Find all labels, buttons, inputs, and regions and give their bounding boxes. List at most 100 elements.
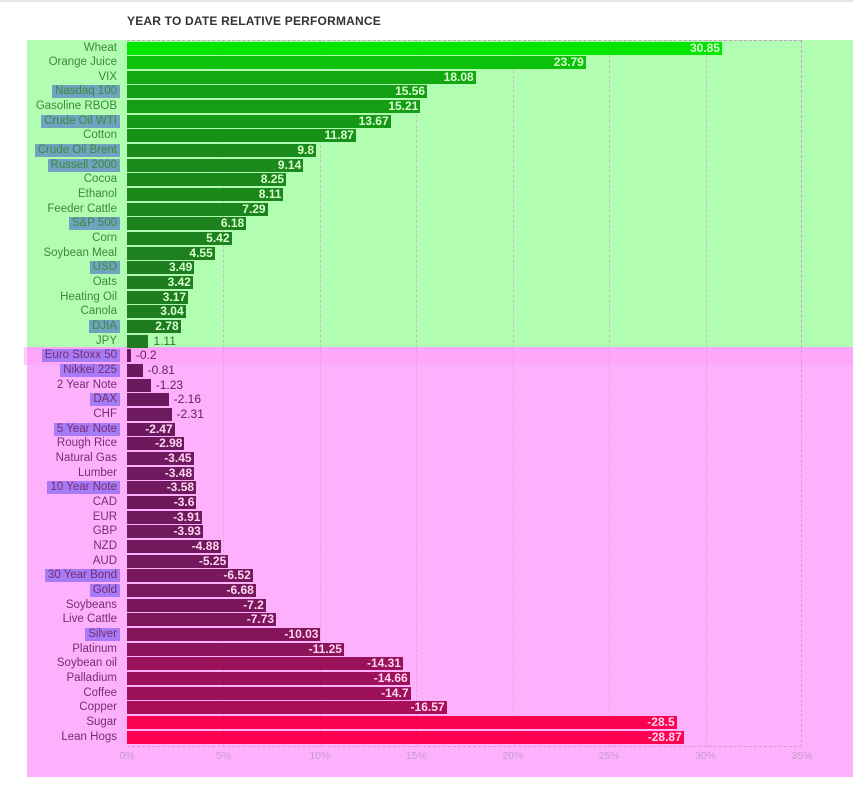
category-label: Wheat — [83, 41, 117, 54]
value-label: -3.91 — [173, 509, 201, 524]
x-tick-label: 20% — [502, 750, 524, 762]
value-label: 8.11 — [258, 187, 282, 202]
category-label: Copper — [79, 701, 117, 714]
bar — [127, 320, 181, 334]
value-label: 2.78 — [155, 319, 179, 334]
value-label: 13.67 — [358, 113, 389, 128]
value-label: -4.88 — [191, 538, 220, 553]
category-label: Russell 2000 — [47, 158, 120, 172]
category-label: JPY — [95, 334, 117, 347]
value-label: -2.16 — [173, 392, 202, 407]
bar — [127, 334, 149, 348]
bar — [127, 246, 215, 260]
plot-area — [127, 40, 802, 747]
bar — [127, 525, 203, 539]
bar — [127, 642, 344, 656]
category-label: Euro Stoxx 50 — [41, 349, 120, 363]
x-tick-label: 10% — [309, 750, 331, 762]
value-label: -5.25 — [198, 553, 227, 568]
bar — [127, 349, 131, 363]
value-label: 23.79 — [553, 55, 584, 70]
category-label: Crude Oil WTI — [41, 114, 120, 128]
bar — [127, 217, 247, 231]
bar — [127, 100, 421, 114]
bar — [127, 41, 722, 55]
category-label: Natural Gas — [55, 451, 117, 464]
category-label: Oats — [92, 276, 117, 289]
category-label: CAD — [92, 495, 117, 508]
category-label: NZD — [93, 539, 117, 552]
bar — [127, 129, 356, 143]
category-label: Crude Oil Brent — [34, 144, 120, 158]
bar — [127, 671, 410, 685]
bar — [127, 627, 321, 641]
gridline — [223, 40, 225, 747]
category-label: CHF — [93, 408, 117, 420]
value-label: 6.18 — [220, 216, 245, 231]
x-tick-label: 35% — [791, 750, 813, 762]
category-label: Soybean Meal — [43, 246, 117, 259]
bar — [127, 510, 203, 524]
bar — [127, 290, 189, 304]
bar — [127, 378, 151, 392]
bar — [127, 554, 229, 568]
category-label: Corn — [92, 232, 117, 245]
value-label: -10.03 — [284, 626, 319, 641]
value-label: -0.81 — [147, 363, 175, 378]
category-label: Gold — [89, 583, 120, 597]
value-label: 7.29 — [242, 201, 266, 216]
category-label: VIX — [98, 70, 117, 83]
value-label: -3.48 — [164, 465, 193, 480]
value-label: -3.6 — [173, 494, 195, 509]
category-label: DAX — [90, 393, 120, 407]
gridline — [319, 40, 321, 747]
bar — [127, 276, 193, 290]
value-label: 3.04 — [160, 304, 184, 319]
x-tick-label: 25% — [598, 750, 620, 762]
value-label: -2.47 — [145, 421, 173, 436]
value-label: 11.87 — [324, 128, 354, 143]
category-label: Lean Hogs — [61, 730, 117, 743]
value-label: 3.49 — [168, 260, 193, 275]
bar — [127, 613, 277, 627]
category-label: 2 Year Note — [56, 378, 117, 391]
value-label: 3.42 — [167, 275, 191, 290]
bar — [127, 481, 197, 495]
bar — [127, 598, 266, 612]
value-label: -0.2 — [135, 348, 157, 363]
bar — [127, 569, 253, 583]
category-label: Nasdaq 100 — [51, 85, 120, 99]
category-label: Cotton — [83, 129, 117, 142]
bar — [127, 364, 143, 378]
bar — [127, 144, 316, 158]
category-label: Heating Oil — [60, 290, 117, 303]
bar — [127, 173, 287, 187]
category-label: Silver — [85, 627, 120, 641]
bar — [127, 232, 232, 246]
value-label: -11.25 — [308, 641, 342, 656]
value-label: -7.2 — [243, 597, 264, 612]
category-label: S&P 500 — [68, 217, 120, 231]
value-label: 9.8 — [297, 143, 314, 158]
value-label: -3.93 — [173, 524, 201, 539]
category-label: 5 Year Note — [53, 422, 120, 436]
gridline — [416, 40, 418, 747]
value-label: -28.87 — [647, 729, 682, 744]
value-label: -14.31 — [366, 656, 401, 671]
value-label: -6.68 — [226, 582, 254, 597]
category-label: Orange Juice — [48, 56, 117, 69]
category-label: Sugar — [86, 715, 117, 728]
category-label: Gasoline RBOB — [35, 100, 117, 113]
bar — [127, 114, 391, 128]
x-tick-label: 30% — [695, 750, 717, 762]
bar — [127, 70, 476, 84]
value-label: 18.08 — [443, 69, 474, 84]
category-label: Live Cattle — [62, 613, 117, 626]
x-tick-label: 5% — [215, 750, 232, 762]
value-label: 1.11 — [153, 333, 176, 348]
value-label: -14.7 — [381, 685, 409, 700]
bar — [127, 422, 175, 436]
bar — [127, 305, 186, 319]
category-label: Feeder Cattle — [47, 202, 117, 215]
x-tick-label: 0% — [119, 750, 135, 762]
